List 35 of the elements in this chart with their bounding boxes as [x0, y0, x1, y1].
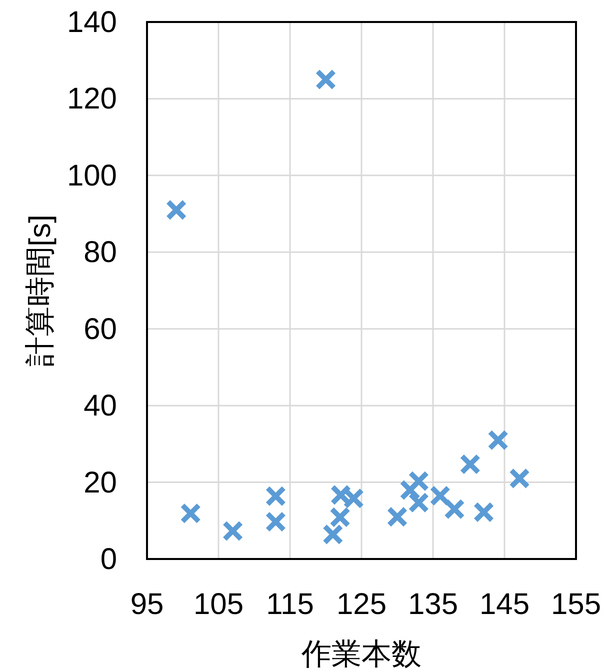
x-tick-label: 105 [193, 588, 244, 621]
x-axis-title: 作業本数 [300, 638, 422, 671]
y-tick-label: 100 [66, 159, 117, 192]
x-tick-label: 95 [130, 588, 164, 621]
y-tick-label: 80 [84, 236, 117, 270]
x-tick-label: 125 [336, 588, 387, 621]
y-tick-label: 120 [66, 82, 117, 116]
point [408, 470, 430, 492]
y-tick-label: 20 [84, 466, 117, 500]
point [265, 511, 286, 532]
point [222, 520, 244, 542]
x-tick-label: 145 [479, 588, 530, 621]
y-tick-label: 140 [66, 6, 117, 39]
x-tick-label: 135 [408, 588, 458, 621]
point [430, 485, 451, 506]
y-axis-title: 計算時間[s] [24, 214, 57, 366]
point [386, 506, 408, 528]
x-tick-label: 115 [266, 588, 314, 621]
y-tick-label: 40 [84, 390, 117, 423]
point [315, 69, 336, 90]
point [400, 479, 421, 500]
point [473, 502, 494, 523]
y-tick-label: 60 [84, 312, 117, 346]
point [265, 486, 286, 507]
point [180, 502, 202, 524]
point [408, 492, 430, 514]
point [166, 199, 187, 220]
point [460, 454, 481, 475]
x-tick-label: 155 [550, 588, 602, 621]
point [444, 498, 465, 520]
point [488, 430, 509, 451]
y-tick-label: 0 [100, 543, 117, 576]
point [509, 468, 530, 489]
point [330, 506, 351, 528]
point [322, 524, 344, 545]
